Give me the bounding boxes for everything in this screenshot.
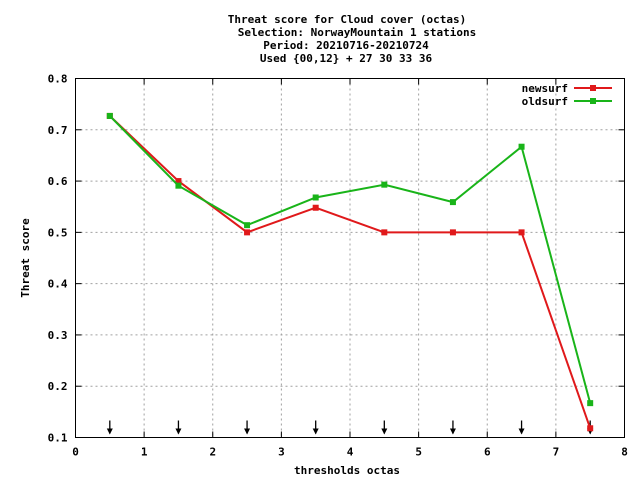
y-tick-label: 0.4 — [48, 278, 68, 291]
y-tick-label: 0.2 — [48, 380, 68, 393]
threshold-arrow — [518, 420, 525, 435]
y-tick-label: 0.6 — [48, 175, 68, 188]
data-point-newsurf — [244, 229, 251, 236]
y-tick-label: 0.1 — [48, 432, 68, 445]
data-point-oldsurf — [587, 400, 594, 407]
series-line-newsurf — [109, 115, 592, 429]
tick-labels: 0.1 0.2 0.3 0.4 0.5 0.6 0.7 0.8 0 1 2 3 4 5 6 7 8 — [48, 73, 628, 459]
legend-label: oldsurf — [522, 95, 568, 108]
x-tick-label: 0 — [72, 446, 79, 459]
title-line-4: Used {00,12} + 27 30 33 36 — [260, 52, 433, 65]
threshold-arrow — [449, 420, 456, 435]
legend-label: newsurf — [522, 82, 568, 95]
data-point-oldsurf — [244, 222, 251, 229]
data-point-oldsurf — [381, 181, 388, 188]
title-line-1: Threat score for Cloud cover (octas) — [228, 13, 466, 26]
threshold-arrow — [175, 420, 182, 435]
x-tick-label: 3 — [278, 446, 285, 459]
series-line-oldsurf — [109, 115, 592, 404]
data-point-oldsurf — [518, 143, 525, 150]
x-tick-label: 6 — [484, 446, 491, 459]
threshold-arrows — [106, 420, 594, 435]
legend-swatch-marker — [590, 85, 596, 91]
threshold-arrow — [106, 420, 113, 435]
x-axis-label: thresholds octas — [294, 464, 400, 477]
y-tick-label: 0.7 — [48, 124, 68, 137]
legend-entry-newsurf: newsurf — [522, 82, 612, 95]
x-tick-label: 7 — [553, 446, 560, 459]
x-tick-label: 2 — [209, 446, 216, 459]
series — [106, 112, 594, 432]
threshold-arrow — [312, 420, 319, 435]
data-point-newsurf — [175, 178, 182, 185]
x-tick-label: 1 — [141, 446, 148, 459]
title-line-2: Selection: NorwayMountain 1 stations — [238, 26, 476, 39]
data-point-newsurf — [518, 229, 525, 236]
x-tick-label: 5 — [415, 446, 422, 459]
data-point-newsurf — [587, 425, 594, 432]
data-point-newsurf — [449, 229, 456, 236]
y-tick-label: 0.3 — [48, 329, 68, 342]
data-point-oldsurf — [106, 112, 113, 119]
grid — [75, 78, 625, 438]
data-point-oldsurf — [449, 199, 456, 206]
axis-ticks — [75, 78, 625, 438]
threshold-arrow — [381, 420, 388, 435]
x-tick-label: 4 — [347, 446, 354, 459]
legend-entry-oldsurf: oldsurf — [522, 95, 612, 108]
title-block: Threat score for Cloud cover (octas) Sel… — [228, 13, 476, 65]
y-tick-label: 0.5 — [48, 226, 68, 239]
x-tick-label: 8 — [621, 446, 628, 459]
data-point-newsurf — [381, 229, 388, 236]
threshold-arrow — [244, 420, 251, 435]
legend-swatch-marker — [590, 98, 596, 104]
y-axis-label: Threat score — [19, 218, 32, 298]
data-point-oldsurf — [312, 194, 319, 201]
title-line-3: Period: 20210716-20210724 — [263, 39, 429, 52]
data-point-oldsurf — [175, 182, 182, 189]
y-tick-label: 0.8 — [48, 73, 68, 86]
data-point-newsurf — [312, 204, 319, 211]
